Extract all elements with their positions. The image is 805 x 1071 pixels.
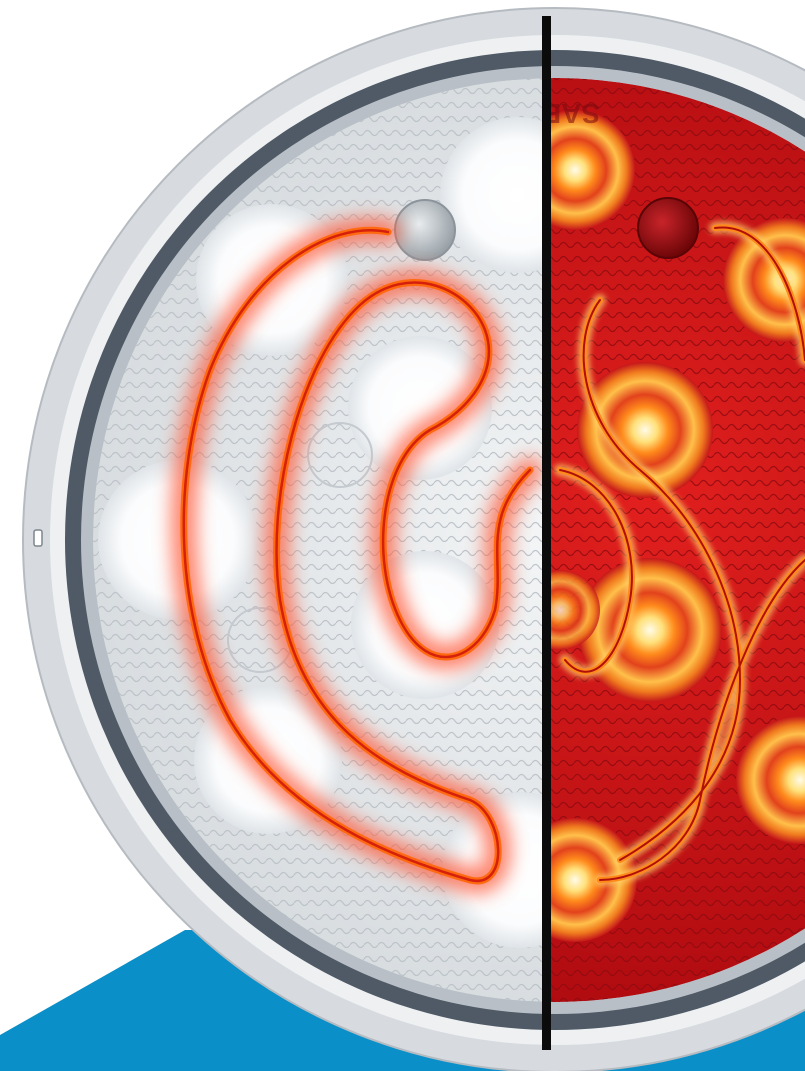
mounting-tab bbox=[33, 529, 43, 547]
glow-lines-right bbox=[554, 221, 805, 886]
red-lens-half bbox=[547, 78, 805, 1002]
light-sensor-right bbox=[637, 197, 699, 259]
embossed-sae-mark: SAE bbox=[542, 98, 600, 129]
split-divider-line bbox=[542, 16, 551, 1050]
light-sensor-left bbox=[394, 199, 456, 261]
glow-lines-left bbox=[170, 217, 543, 894]
